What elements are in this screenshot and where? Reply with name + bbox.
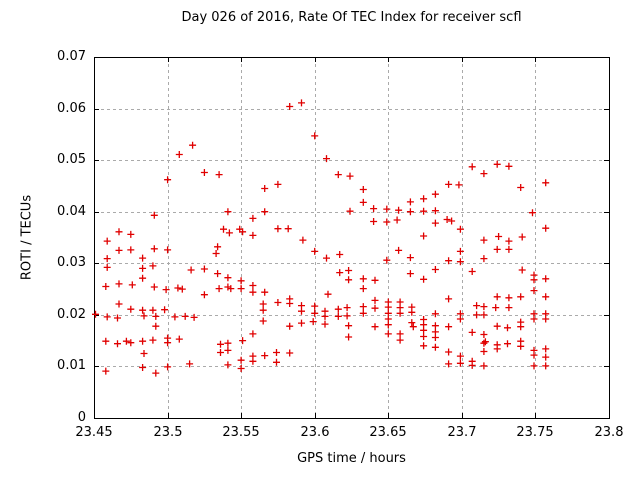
axis-ticks — [94, 57, 610, 419]
x-axis-label: GPS time / hours — [297, 451, 406, 466]
data-points — [92, 99, 550, 377]
y-tick-label: 0.03 — [57, 255, 86, 270]
y-tick-label: 0.02 — [57, 307, 86, 322]
gridlines — [95, 58, 608, 417]
y-tick-label: 0 — [77, 410, 86, 425]
y-tick-label: 0.06 — [57, 101, 86, 116]
y-tick-label: 0.05 — [57, 152, 86, 167]
x-tick-label: 23.55 — [222, 425, 260, 440]
x-tick-label: 23.7 — [447, 425, 477, 440]
x-tick-label: 23.8 — [594, 425, 624, 440]
x-tick-label: 23.45 — [75, 425, 113, 440]
chart-title: Day 026 of 2016, Rate Of TEC Index for r… — [181, 10, 522, 25]
x-tick-label: 23.75 — [516, 425, 554, 440]
y-tick-label: 0.01 — [57, 358, 86, 373]
y-tick-label: 0.07 — [57, 49, 86, 64]
x-tick-label: 23.65 — [369, 425, 407, 440]
x-tick-label: 23.6 — [300, 425, 330, 440]
x-tick-label: 23.5 — [153, 425, 183, 440]
plot-border — [94, 57, 610, 419]
y-tick-label: 0.04 — [57, 204, 86, 219]
